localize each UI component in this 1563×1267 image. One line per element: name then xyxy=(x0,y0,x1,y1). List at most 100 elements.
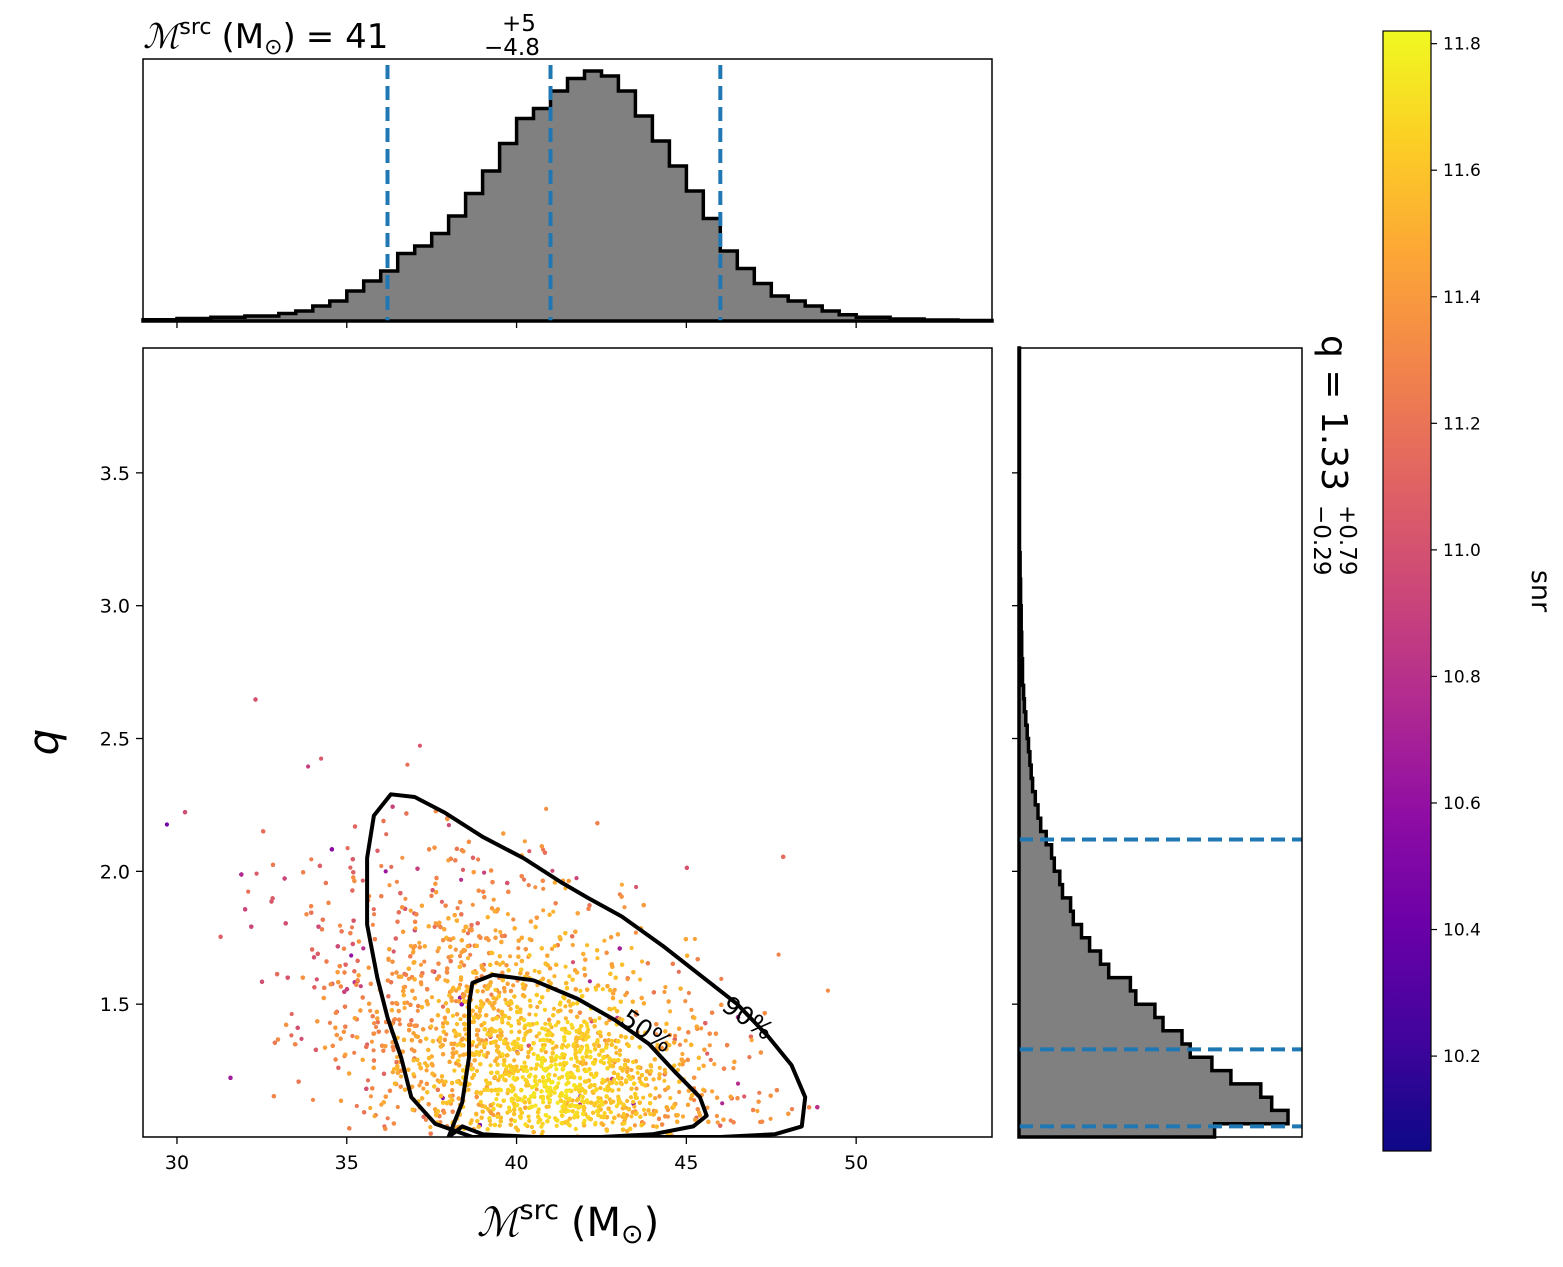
scatter-point xyxy=(474,943,479,949)
scatter-points xyxy=(62,697,831,1137)
scatter-point xyxy=(641,1001,647,1006)
scatter-point xyxy=(532,968,537,973)
scatter-point xyxy=(342,1004,348,1009)
scatter-point xyxy=(386,994,391,999)
scatter-point xyxy=(605,984,610,989)
scatter-point xyxy=(512,1058,517,1063)
scatter-point xyxy=(639,1073,645,1078)
scatter-point xyxy=(663,985,668,990)
scatter-point xyxy=(445,970,450,975)
scatter-point xyxy=(543,1050,548,1055)
scatter-point xyxy=(350,1033,355,1039)
scatter-point xyxy=(512,994,517,999)
scatter-point xyxy=(371,1048,376,1053)
scatter-point xyxy=(609,1042,614,1047)
scatter-point xyxy=(721,1117,726,1122)
scatter-point xyxy=(275,1037,281,1042)
scatter-point xyxy=(450,1054,455,1060)
scatter-point xyxy=(633,930,639,935)
scatter-point xyxy=(696,1066,702,1071)
scatter-point xyxy=(665,1114,671,1119)
scatter-point xyxy=(410,1107,415,1112)
scatter-point xyxy=(348,865,353,870)
scatter-point xyxy=(412,944,417,949)
scatter-point xyxy=(685,1057,690,1062)
scatter-point xyxy=(62,823,66,827)
scatter-point xyxy=(664,1105,669,1110)
scatter-point xyxy=(447,1059,452,1064)
scatter-point xyxy=(437,920,442,925)
scatter-point xyxy=(568,1009,573,1014)
scatter-point xyxy=(368,1008,373,1013)
scatter-point xyxy=(341,1029,346,1034)
scatter-point xyxy=(472,1058,477,1063)
scatter-point xyxy=(672,1037,677,1042)
scatter-point xyxy=(381,1071,387,1076)
scatter-point xyxy=(441,1029,446,1034)
scatter-point xyxy=(450,1013,455,1018)
scatter-point xyxy=(336,980,341,985)
scatter-point xyxy=(373,1024,379,1030)
scatter-point xyxy=(595,948,600,953)
scatter-point xyxy=(725,1043,730,1048)
scatter-point xyxy=(735,1096,740,1101)
scatter-point xyxy=(566,999,571,1004)
scatter-point xyxy=(441,1052,446,1057)
scatter-point xyxy=(426,924,431,929)
scatter-point xyxy=(677,1089,682,1095)
scatter-point xyxy=(401,985,406,990)
scatter-point xyxy=(412,1048,417,1054)
scatter-point xyxy=(598,1085,603,1091)
scatter-point xyxy=(748,1034,754,1039)
scatter-point xyxy=(446,823,451,828)
scatter-point xyxy=(452,1068,457,1073)
scatter-point xyxy=(408,1002,413,1008)
scatter-point xyxy=(381,1100,386,1105)
scatter-point xyxy=(707,1031,712,1036)
scatter-point xyxy=(322,1045,328,1050)
scatter-point xyxy=(383,869,388,874)
scatter-point xyxy=(543,961,548,966)
scatter-point xyxy=(270,862,276,868)
scatter-point xyxy=(455,906,460,911)
scatter-point xyxy=(668,1095,673,1101)
scatter-point xyxy=(653,1086,658,1091)
scatter-point xyxy=(460,867,466,873)
scatter-point xyxy=(552,943,557,949)
scatter-point xyxy=(454,1050,459,1055)
scatter-point xyxy=(768,1116,773,1121)
scatter-point xyxy=(412,977,417,982)
scatter-point xyxy=(595,821,600,826)
scatter-point xyxy=(443,1079,448,1084)
scatter-point xyxy=(390,959,395,964)
scatter-point xyxy=(617,1048,623,1053)
scatter-point xyxy=(445,1007,450,1013)
scatter-point xyxy=(372,1031,377,1036)
scatter-point xyxy=(491,995,496,1001)
scatter-point xyxy=(347,1126,352,1131)
scatter-point xyxy=(368,981,373,986)
scatter-point xyxy=(343,962,348,967)
scatter-point xyxy=(474,1094,479,1100)
scatter-point xyxy=(442,1037,447,1042)
scatter-point xyxy=(350,888,355,893)
scatter-point xyxy=(657,1076,662,1081)
scatter-point xyxy=(692,936,698,942)
scatter-point xyxy=(608,971,613,977)
scatter-point xyxy=(360,1057,365,1062)
scatter-point xyxy=(564,981,569,986)
scatter-point xyxy=(677,1042,683,1047)
scatter-point xyxy=(755,1108,760,1114)
scatter-point xyxy=(570,934,575,939)
scatter-point xyxy=(508,954,513,959)
scatter-point xyxy=(474,1089,479,1095)
scatter-point xyxy=(366,965,371,970)
scatter-point xyxy=(781,854,786,860)
scatter-point xyxy=(598,1034,603,1039)
scatter-point xyxy=(439,1074,445,1079)
scatter-point xyxy=(563,1016,569,1021)
scatter-point xyxy=(776,952,781,957)
scatter-point xyxy=(475,1119,480,1124)
scatter-point xyxy=(490,951,495,956)
